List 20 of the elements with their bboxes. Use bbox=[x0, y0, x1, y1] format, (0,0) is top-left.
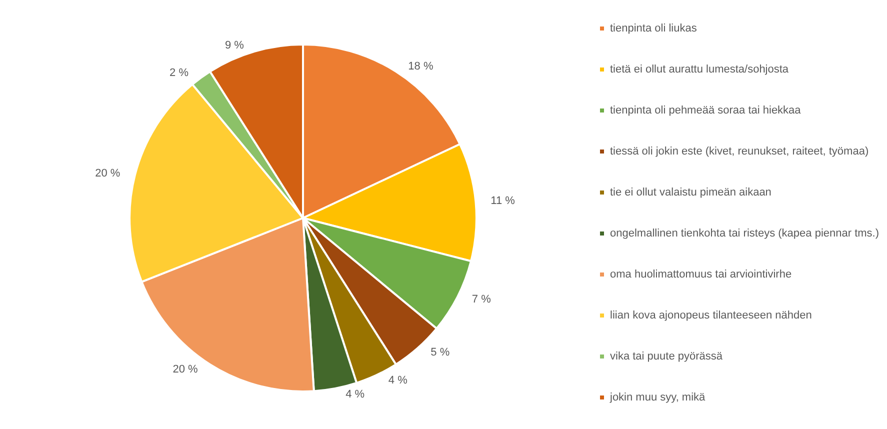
data-label: 18 % bbox=[408, 60, 434, 72]
legend-label: tietä ei ollut aurattu lumesta/sohjosta bbox=[610, 64, 790, 76]
legend-label: tienpinta oli liukas bbox=[610, 22, 698, 34]
legend-label: oma huolimattomuus tai arviointivirhe bbox=[610, 268, 792, 280]
data-label: 5 % bbox=[430, 346, 450, 359]
legend-label: tienpinta oli pehmeää soraa tai hiekkaa bbox=[610, 104, 802, 116]
data-label: 9 % bbox=[224, 40, 244, 52]
legend-label: liian kova ajonopeus tilanteeseen nähden bbox=[610, 310, 812, 322]
legend-label: tiessä oli jokin este (kivet, reunukset, raiteet, työmaa) bbox=[610, 146, 869, 158]
data-label: 20 % bbox=[95, 167, 120, 180]
data-label: 20 % bbox=[172, 364, 198, 376]
legend-label: jokin muu syy, mikä bbox=[609, 392, 706, 404]
data-label: 2 % bbox=[170, 66, 189, 79]
legend-label: vika tai puute pyörässä bbox=[610, 350, 724, 362]
legend-label: tie ei ollut valaistu pimeän aikaan bbox=[610, 186, 772, 198]
legend-label: ongelmallinen tienkohta tai risteys (kapea piennar tms.) bbox=[610, 228, 880, 240]
data-label: 4 % bbox=[346, 388, 365, 400]
data-label: 11 % bbox=[490, 195, 516, 208]
data-label: 4 % bbox=[388, 374, 408, 386]
data-label: 7 % bbox=[472, 293, 492, 306]
